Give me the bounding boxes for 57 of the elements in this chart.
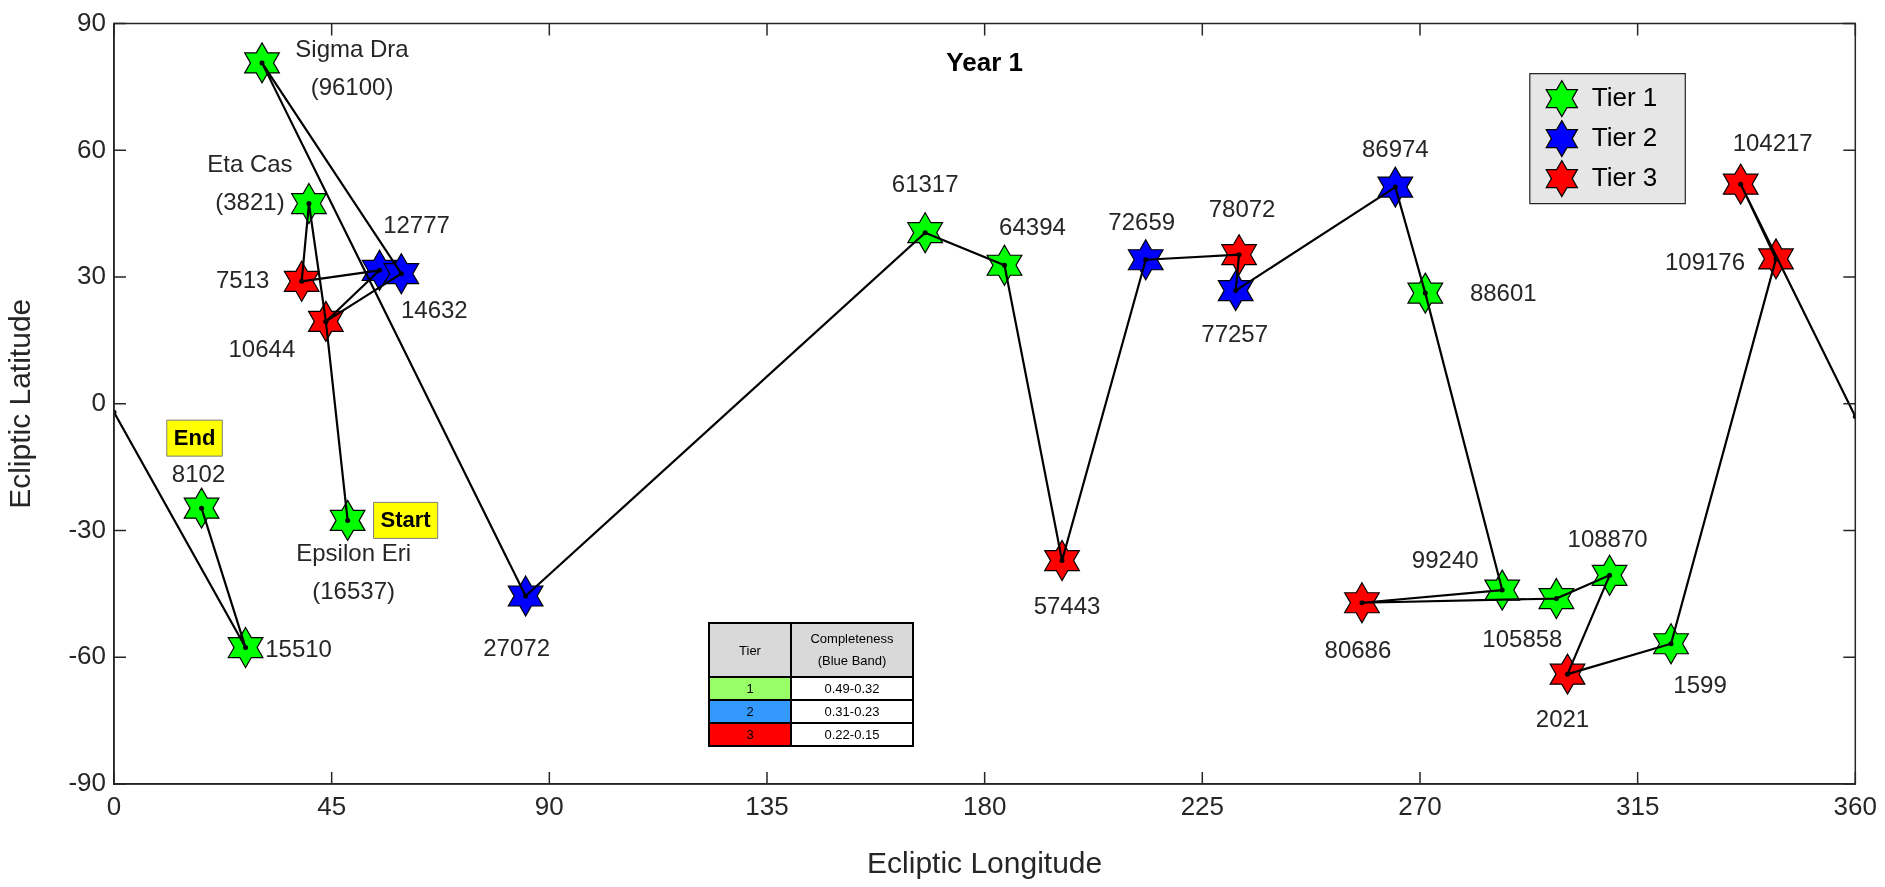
x-tick-label: 135 [745,790,789,821]
y-axis-title: Ecliptic Latitude [3,298,37,509]
annotation: 0.22-0.15 [791,723,913,746]
x-tick-label: 45 [317,790,347,821]
annotation: Eta Cas (3821) [207,150,293,216]
annotation: 1599 [1673,671,1727,699]
annotation: 109176 [1664,247,1746,275]
x-tick-label: 360 [1833,790,1878,821]
x-tick-label: 225 [1180,790,1225,821]
annotation: 2 [709,700,791,723]
y-tick-label: 30 [77,260,106,291]
legend-label: Tier 1 [1591,81,1658,112]
annotation: 61317 [891,170,959,198]
annotation: 64394 [999,212,1066,240]
legend-label: Tier 3 [1591,161,1658,192]
y-tick-label: -60 [68,640,106,671]
text: Year 1 [946,46,1023,77]
annotation: 78072 [1208,195,1276,223]
annotation: 3 [709,723,791,746]
annotation: Start [380,507,432,533]
annotation: 8102 [171,459,226,487]
annotation: Sigma Dra (96100) [295,34,410,100]
annotation: 57443 [1033,592,1101,620]
annotation: Completeness (Blue Band) [791,623,913,677]
x-tick-label: 90 [534,790,564,821]
y-tick-label: -30 [68,513,106,544]
annotation: 80686 [1324,636,1392,664]
annotation: 72659 [1108,208,1176,236]
annotation: 15510 [265,635,332,663]
annotation: 86974 [1361,134,1429,162]
annotation: 27072 [483,633,550,661]
annotation: 104217 [1732,128,1813,156]
annotation: 77257 [1201,320,1269,348]
y-tick-label: -90 [68,767,106,798]
x-tick-label: 270 [1398,790,1442,821]
annotation: 2021 [1535,704,1590,732]
annotation: 105858 [1482,625,1563,653]
y-tick-label: 0 [91,386,106,417]
y-tick-label: 90 [77,6,106,37]
annotation: 10644 [228,335,296,363]
annotation: 12777 [383,210,450,238]
y-tick-label: 60 [77,133,106,164]
x-tick-label: 180 [962,790,1007,821]
annotation: 88601 [1469,278,1537,306]
annotation: Epsilon Eri (16537) [296,539,411,605]
annotation: 1 [709,677,791,700]
annotation: End [173,425,216,451]
annotation: 0.31-0.23 [791,700,913,723]
x-tick-label: 315 [1615,790,1660,821]
legend-label: Tier 2 [1591,121,1658,152]
x-axis-title: Ecliptic Longitude [867,846,1103,880]
annotation: 7513 [215,265,270,293]
annotation: 14632 [400,296,468,324]
annotation: Tier [709,623,791,677]
annotation: 99240 [1411,545,1479,573]
annotation: 108870 [1567,524,1648,552]
annotation: 0.49-0.32 [791,677,913,700]
